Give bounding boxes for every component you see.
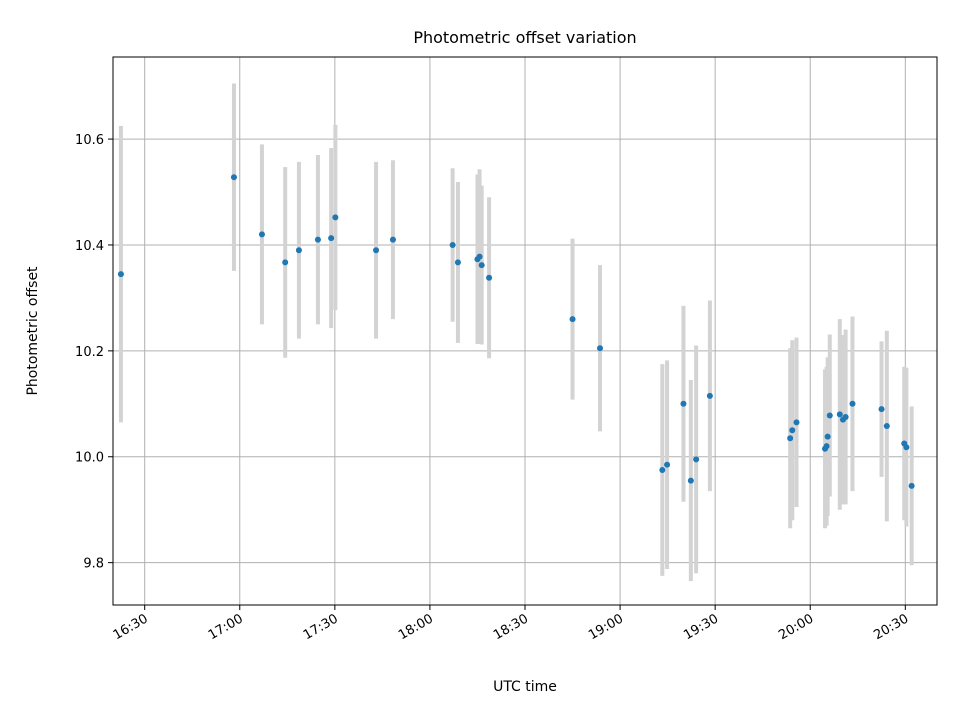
data-point xyxy=(664,461,671,468)
data-point xyxy=(903,444,910,451)
data-point xyxy=(314,236,321,243)
data-point xyxy=(258,231,265,238)
data-point xyxy=(824,433,831,440)
y-tick-label: 10.0 xyxy=(75,451,104,466)
data-point xyxy=(693,456,700,463)
chart-title: Photometric offset variation xyxy=(413,28,636,47)
data-point xyxy=(332,214,339,221)
x-axis-label: UTC time xyxy=(493,679,557,695)
data-point xyxy=(826,412,833,419)
data-point xyxy=(295,247,302,254)
data-point xyxy=(478,262,485,269)
data-point xyxy=(389,236,396,243)
data-point xyxy=(282,259,289,266)
data-point xyxy=(597,345,604,352)
data-point xyxy=(849,400,856,407)
data-point xyxy=(836,411,843,418)
data-point xyxy=(449,241,456,248)
data-point xyxy=(659,466,666,473)
y-tick-label: 10.2 xyxy=(75,345,104,360)
data-point xyxy=(687,477,694,484)
data-point xyxy=(878,406,885,413)
y-tick-label: 10.6 xyxy=(75,133,104,148)
data-point xyxy=(706,392,713,399)
data-point xyxy=(680,400,687,407)
data-point xyxy=(454,259,461,266)
data-point xyxy=(569,316,576,323)
data-point xyxy=(842,414,849,421)
y-tick-label: 10.4 xyxy=(75,239,104,254)
data-point xyxy=(789,427,796,434)
data-point xyxy=(476,253,483,260)
y-axis-label: Photometric offset xyxy=(25,266,41,396)
data-point xyxy=(373,247,380,254)
data-point xyxy=(908,482,915,489)
data-point xyxy=(486,274,493,281)
data-point xyxy=(793,419,800,426)
y-tick-label: 9.8 xyxy=(83,557,104,572)
data-point xyxy=(230,174,237,181)
data-point xyxy=(117,271,124,278)
data-point xyxy=(883,423,890,430)
data-point xyxy=(823,443,830,450)
point-layer xyxy=(117,174,915,489)
data-point xyxy=(787,435,794,442)
grid-layer xyxy=(113,57,937,605)
data-point xyxy=(328,235,335,242)
